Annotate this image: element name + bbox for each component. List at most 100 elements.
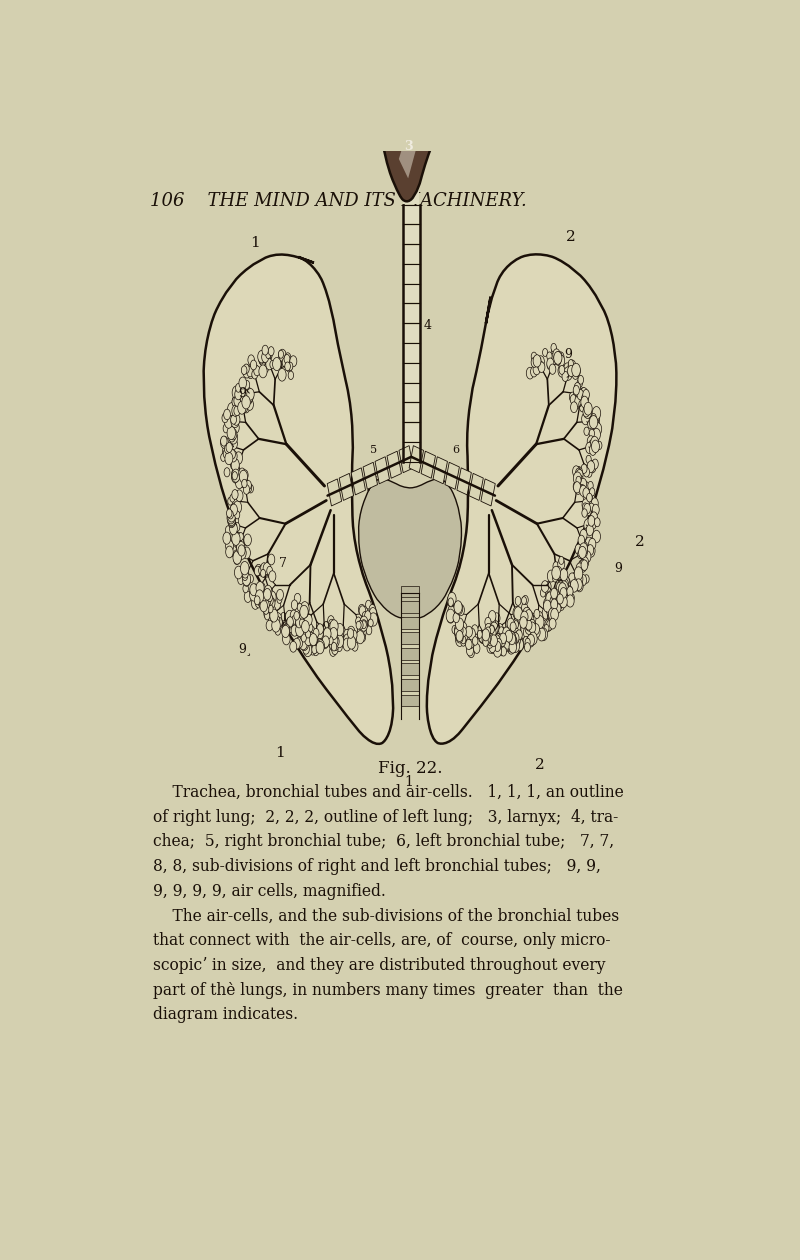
Circle shape bbox=[547, 570, 555, 582]
Circle shape bbox=[582, 542, 587, 551]
Circle shape bbox=[589, 503, 594, 512]
Circle shape bbox=[568, 360, 576, 372]
Bar bbox=[403, 423, 419, 441]
Circle shape bbox=[526, 620, 532, 630]
Circle shape bbox=[550, 598, 558, 610]
Circle shape bbox=[558, 558, 565, 570]
Circle shape bbox=[300, 605, 308, 619]
Circle shape bbox=[290, 641, 297, 653]
Circle shape bbox=[232, 532, 240, 546]
Circle shape bbox=[230, 422, 238, 432]
Circle shape bbox=[572, 363, 580, 377]
Circle shape bbox=[269, 571, 276, 582]
Circle shape bbox=[234, 396, 241, 407]
Circle shape bbox=[578, 397, 585, 406]
Circle shape bbox=[284, 354, 290, 364]
Circle shape bbox=[231, 415, 239, 427]
Circle shape bbox=[548, 612, 554, 621]
Circle shape bbox=[514, 631, 522, 641]
Circle shape bbox=[369, 605, 375, 615]
Bar bbox=[403, 266, 419, 282]
Circle shape bbox=[234, 475, 239, 484]
Circle shape bbox=[319, 633, 326, 644]
Text: 5: 5 bbox=[370, 445, 378, 455]
Circle shape bbox=[321, 635, 326, 644]
Circle shape bbox=[527, 611, 533, 621]
Text: 9¸: 9¸ bbox=[238, 643, 253, 655]
Circle shape bbox=[274, 616, 280, 625]
Circle shape bbox=[510, 639, 518, 651]
Circle shape bbox=[258, 597, 264, 607]
Circle shape bbox=[347, 629, 354, 639]
Circle shape bbox=[556, 582, 563, 593]
Circle shape bbox=[310, 643, 317, 654]
Circle shape bbox=[566, 586, 573, 596]
Circle shape bbox=[267, 601, 273, 610]
Circle shape bbox=[291, 625, 298, 636]
Circle shape bbox=[494, 641, 501, 651]
Circle shape bbox=[471, 631, 478, 641]
Circle shape bbox=[581, 464, 587, 474]
Circle shape bbox=[538, 362, 545, 373]
Circle shape bbox=[358, 621, 363, 630]
Circle shape bbox=[226, 546, 234, 558]
Circle shape bbox=[310, 645, 316, 655]
Circle shape bbox=[367, 611, 373, 620]
Circle shape bbox=[242, 573, 250, 586]
Circle shape bbox=[230, 431, 238, 444]
Circle shape bbox=[328, 622, 337, 635]
Circle shape bbox=[513, 619, 518, 627]
Circle shape bbox=[578, 544, 583, 554]
Circle shape bbox=[261, 570, 266, 577]
Circle shape bbox=[221, 436, 228, 449]
Polygon shape bbox=[363, 462, 378, 489]
Circle shape bbox=[466, 626, 473, 638]
Circle shape bbox=[570, 583, 574, 592]
Text: diagram indicates.: diagram indicates. bbox=[153, 1007, 298, 1023]
Bar bbox=[403, 246, 419, 263]
Circle shape bbox=[278, 350, 283, 358]
Circle shape bbox=[489, 619, 498, 633]
Circle shape bbox=[245, 389, 250, 398]
Circle shape bbox=[495, 639, 502, 649]
Circle shape bbox=[568, 359, 574, 368]
Circle shape bbox=[576, 581, 583, 592]
Circle shape bbox=[588, 420, 593, 428]
Circle shape bbox=[287, 620, 295, 631]
Circle shape bbox=[522, 610, 530, 622]
Text: 2: 2 bbox=[566, 229, 576, 243]
Circle shape bbox=[262, 600, 270, 611]
Circle shape bbox=[259, 365, 267, 378]
Polygon shape bbox=[409, 446, 423, 472]
Circle shape bbox=[300, 629, 308, 641]
Circle shape bbox=[533, 624, 539, 635]
Circle shape bbox=[286, 363, 292, 372]
Circle shape bbox=[473, 636, 478, 645]
Text: part of thè lungs, in numbers many times  greater  than  the: part of thè lungs, in numbers many time… bbox=[153, 982, 622, 999]
Circle shape bbox=[574, 386, 579, 396]
Circle shape bbox=[330, 646, 336, 656]
Circle shape bbox=[583, 407, 590, 417]
Circle shape bbox=[560, 568, 568, 581]
Circle shape bbox=[580, 551, 586, 559]
Circle shape bbox=[448, 606, 455, 616]
Circle shape bbox=[306, 627, 312, 636]
Circle shape bbox=[314, 635, 320, 644]
Circle shape bbox=[245, 483, 252, 493]
Circle shape bbox=[232, 396, 240, 407]
Circle shape bbox=[255, 564, 262, 576]
Circle shape bbox=[591, 440, 599, 452]
Circle shape bbox=[521, 611, 528, 622]
Circle shape bbox=[562, 576, 570, 586]
Circle shape bbox=[493, 612, 500, 624]
Circle shape bbox=[275, 626, 281, 635]
Circle shape bbox=[449, 605, 457, 617]
Circle shape bbox=[579, 479, 586, 489]
PathPatch shape bbox=[382, 98, 440, 202]
Circle shape bbox=[466, 645, 474, 656]
Circle shape bbox=[586, 524, 594, 536]
Circle shape bbox=[562, 372, 569, 382]
Circle shape bbox=[558, 352, 564, 362]
Circle shape bbox=[583, 490, 590, 503]
Circle shape bbox=[590, 488, 595, 496]
